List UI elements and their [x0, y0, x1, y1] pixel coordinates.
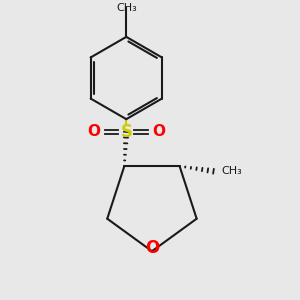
Text: O: O	[88, 124, 100, 140]
Text: O: O	[152, 124, 165, 140]
Text: S: S	[120, 123, 132, 141]
Text: O: O	[145, 239, 159, 257]
Text: CH₃: CH₃	[116, 3, 137, 13]
Text: CH₃: CH₃	[221, 166, 242, 176]
